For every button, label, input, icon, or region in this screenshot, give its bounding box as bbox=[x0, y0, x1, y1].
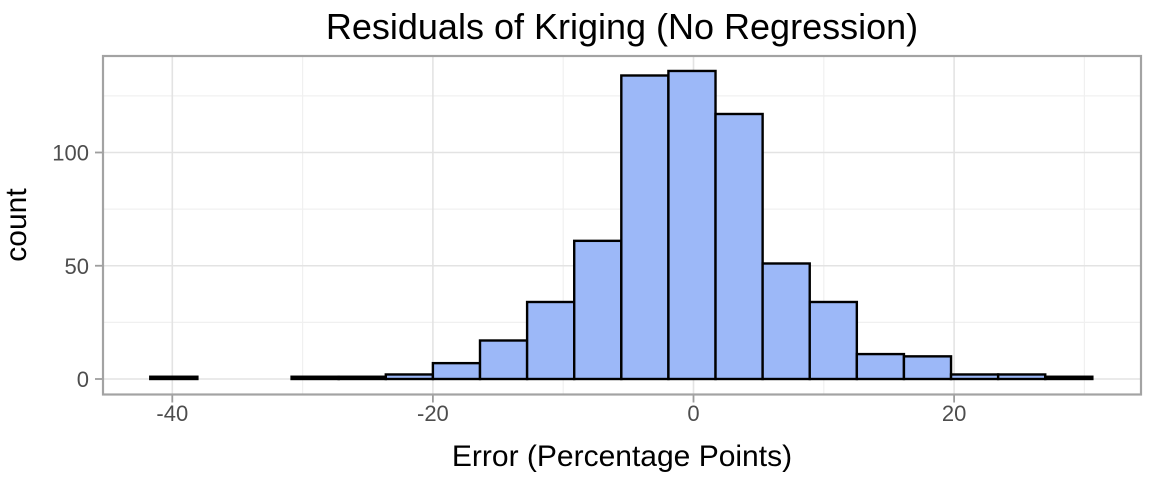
histogram-bar bbox=[996, 373, 1047, 381]
histogram-bar bbox=[431, 361, 482, 381]
histogram-bar bbox=[478, 339, 529, 381]
x-axis-tick-label: -40 bbox=[156, 401, 188, 426]
histogram-bar bbox=[620, 74, 670, 381]
axis-tick-marks bbox=[95, 151, 955, 403]
y-axis-tick-label: 0 bbox=[77, 367, 89, 392]
histogram-bar bbox=[573, 239, 623, 381]
histogram-bar bbox=[149, 375, 199, 381]
chart-title: Residuals of Kriging (No Regression) bbox=[326, 6, 918, 47]
histogram-bar bbox=[525, 300, 576, 381]
axis-tick-labels: -40 -20 0 20 0 50 100 bbox=[52, 141, 966, 427]
histogram-bars bbox=[149, 69, 1094, 381]
histogram-bar bbox=[761, 262, 811, 381]
histogram-bar bbox=[714, 112, 764, 381]
x-axis-tick-label: -20 bbox=[417, 401, 449, 426]
y-axis-title: count bbox=[0, 188, 33, 262]
histogram-bar bbox=[290, 375, 340, 381]
histogram-bar bbox=[384, 373, 435, 381]
x-axis-tick-label: 20 bbox=[942, 401, 966, 426]
histogram-bar bbox=[855, 352, 906, 381]
x-axis-title: Error (Percentage Points) bbox=[452, 440, 792, 473]
panel-border bbox=[101, 54, 1143, 396]
histogram-bar bbox=[1044, 375, 1094, 381]
y-axis-tick-label: 100 bbox=[52, 141, 89, 166]
x-axis-tick-label: 0 bbox=[687, 401, 699, 426]
histogram-bar bbox=[337, 375, 387, 381]
y-axis-tick-label: 50 bbox=[65, 254, 89, 279]
histogram-bar bbox=[667, 69, 717, 381]
histogram-bar bbox=[949, 373, 1000, 381]
histogram-bar bbox=[808, 300, 859, 381]
histogram-bar bbox=[902, 355, 953, 381]
